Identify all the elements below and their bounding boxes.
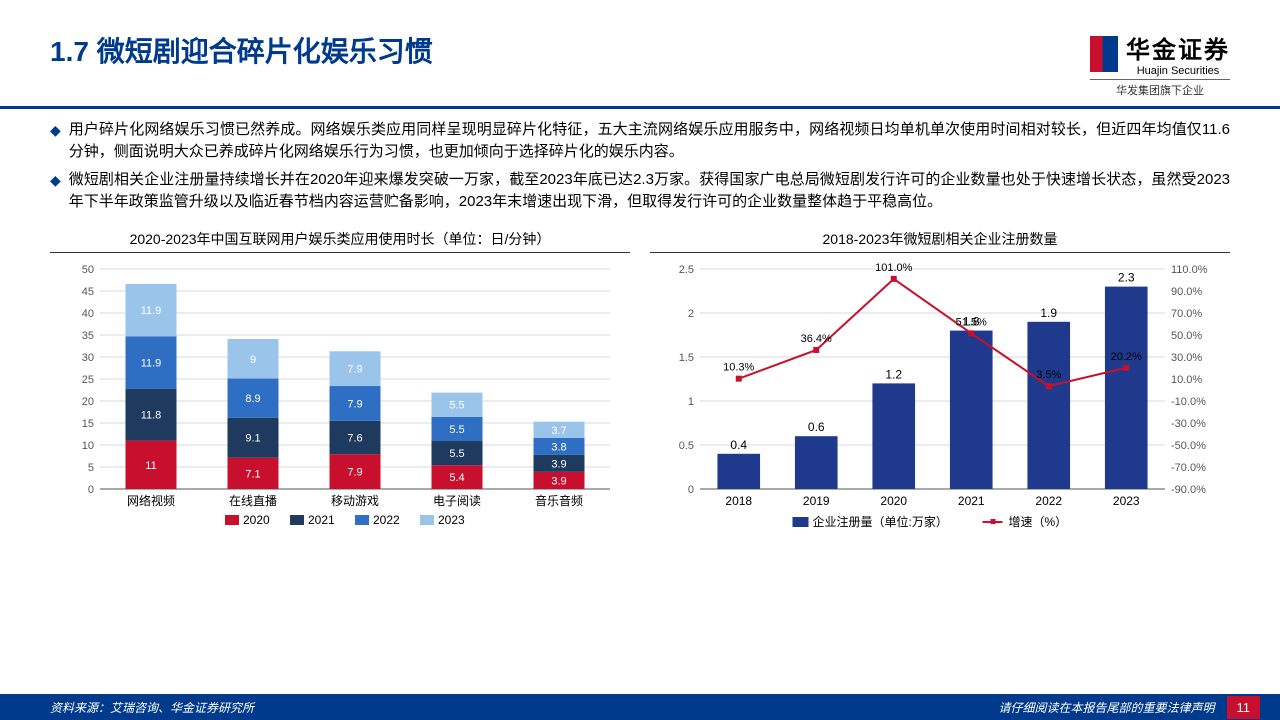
- svg-text:20.2%: 20.2%: [1111, 351, 1142, 363]
- svg-text:1.9: 1.9: [1040, 306, 1057, 320]
- svg-text:25: 25: [82, 374, 94, 386]
- svg-text:增速（%）: 增速（%）: [1009, 515, 1068, 529]
- svg-text:2020: 2020: [243, 513, 270, 527]
- svg-text:-70.0%: -70.0%: [1171, 462, 1206, 474]
- chart2-title: 2018-2023年微短剧相关企业注册数量: [650, 229, 1230, 253]
- chart1-stacked-bar: 0 5 10 15 20 25 30 35 40 45 50 11 11.8 11.9 11.9 网络视频 7.…: [60, 259, 620, 549]
- svg-text:2022: 2022: [1035, 494, 1062, 508]
- svg-text:电子阅读: 电子阅读: [433, 494, 481, 508]
- svg-text:36.4%: 36.4%: [801, 333, 832, 345]
- svg-text:1.2: 1.2: [885, 367, 902, 381]
- svg-text:35: 35: [82, 330, 94, 342]
- svg-text:0.6: 0.6: [808, 420, 825, 434]
- svg-text:5.4: 5.4: [449, 472, 464, 484]
- svg-text:5.5: 5.5: [449, 448, 464, 460]
- svg-text:2019: 2019: [803, 494, 830, 508]
- svg-text:7.6: 7.6: [347, 433, 362, 445]
- svg-text:1.5: 1.5: [679, 352, 694, 364]
- svg-text:7.1: 7.1: [245, 468, 260, 480]
- svg-text:70.0%: 70.0%: [1171, 308, 1202, 320]
- svg-text:2021: 2021: [958, 494, 985, 508]
- svg-text:2: 2: [688, 308, 694, 320]
- svg-text:10.0%: 10.0%: [1171, 374, 1202, 386]
- svg-text:2018: 2018: [725, 494, 752, 508]
- svg-text:90.0%: 90.0%: [1171, 286, 1202, 298]
- svg-text:30: 30: [82, 352, 94, 364]
- logo-sub: 华发集团旗下企业: [1090, 79, 1230, 98]
- svg-text:网络视频: 网络视频: [127, 493, 175, 508]
- logo-mark-icon: [1090, 36, 1118, 72]
- logo-cn: 华金证券: [1126, 30, 1230, 65]
- svg-text:5.5: 5.5: [449, 424, 464, 436]
- svg-text:5.5: 5.5: [449, 400, 464, 412]
- svg-text:50: 50: [82, 264, 94, 276]
- svg-text:2022: 2022: [373, 513, 400, 527]
- diamond-icon: ◆: [50, 119, 61, 163]
- svg-text:40: 40: [82, 308, 94, 320]
- page-title: 1.7 微短剧迎合碎片化娱乐习惯: [50, 30, 433, 70]
- bullet-list: ◆ 用户碎片化网络娱乐习惯已然养成。网络娱乐类应用同样呈现明显碎片化特征，五大主…: [0, 119, 1280, 229]
- svg-text:3.9: 3.9: [551, 458, 566, 470]
- svg-text:9.1: 9.1: [245, 433, 260, 445]
- svg-text:11.9: 11.9: [141, 358, 162, 370]
- footer-disclaimer: 请仔细阅读在本报告尾部的重要法律声明: [998, 699, 1214, 716]
- logo-en: Huajin Securities: [1126, 65, 1230, 77]
- svg-text:51.5%: 51.5%: [956, 316, 987, 328]
- svg-text:-90.0%: -90.0%: [1171, 484, 1206, 496]
- svg-text:0.4: 0.4: [730, 438, 747, 452]
- svg-text:8.9: 8.9: [245, 393, 260, 405]
- svg-text:2023: 2023: [438, 513, 465, 527]
- svg-text:9: 9: [250, 354, 256, 366]
- bullet-text: 微短剧相关企业注册量持续增长并在2020年迎来爆发突破一万家，截至2023年底已…: [69, 169, 1230, 213]
- svg-text:0.5: 0.5: [679, 440, 694, 452]
- svg-text:0: 0: [688, 484, 694, 496]
- svg-text:-50.0%: -50.0%: [1171, 440, 1206, 452]
- svg-text:10: 10: [82, 440, 94, 452]
- svg-text:101.0%: 101.0%: [875, 262, 913, 274]
- chart1-title: 2020-2023年中国互联网用户娱乐类应用使用时长（单位：日/分钟）: [50, 229, 630, 253]
- svg-text:-10.0%: -10.0%: [1171, 396, 1206, 408]
- svg-text:10.3%: 10.3%: [723, 362, 754, 374]
- svg-text:15: 15: [82, 418, 94, 430]
- svg-text:-30.0%: -30.0%: [1171, 418, 1206, 430]
- svg-text:在线直播: 在线直播: [229, 494, 277, 508]
- svg-text:3.9: 3.9: [551, 475, 566, 487]
- logo-block: 华金证券 Huajin Securities 华发集团旗下企业: [1090, 30, 1230, 98]
- svg-text:20: 20: [82, 396, 94, 408]
- svg-text:音乐音频: 音乐音频: [535, 493, 583, 508]
- svg-text:7.9: 7.9: [347, 398, 362, 410]
- svg-text:45: 45: [82, 286, 94, 298]
- svg-text:2020: 2020: [880, 494, 907, 508]
- svg-text:3.8: 3.8: [551, 441, 566, 453]
- svg-text:7.9: 7.9: [347, 467, 362, 479]
- svg-text:1: 1: [688, 396, 694, 408]
- svg-text:5: 5: [88, 462, 94, 474]
- bullet-text: 用户碎片化网络娱乐习惯已然养成。网络娱乐类应用同样呈现明显碎片化特征，五大主流网…: [69, 119, 1230, 163]
- header-divider: [0, 106, 1280, 109]
- svg-text:3.7: 3.7: [551, 425, 566, 437]
- svg-text:11: 11: [145, 460, 156, 472]
- svg-text:0: 0: [88, 484, 94, 496]
- footer-source: 资料来源：艾瑞咨询、华金证券研究所: [50, 699, 254, 716]
- svg-text:移动游戏: 移动游戏: [331, 494, 379, 508]
- footer-bar: 资料来源：艾瑞咨询、华金证券研究所 请仔细阅读在本报告尾部的重要法律声明 11: [0, 694, 1280, 720]
- page-number: 11: [1227, 696, 1261, 719]
- svg-text:2021: 2021: [308, 513, 335, 527]
- svg-text:2.3: 2.3: [1118, 271, 1135, 285]
- svg-text:2023: 2023: [1113, 494, 1140, 508]
- svg-text:3.5%: 3.5%: [1036, 369, 1061, 381]
- diamond-icon: ◆: [50, 169, 61, 213]
- svg-text:110.0%: 110.0%: [1171, 264, 1208, 276]
- svg-text:50.0%: 50.0%: [1171, 330, 1202, 342]
- svg-text:11.8: 11.8: [141, 410, 162, 422]
- svg-text:30.0%: 30.0%: [1171, 352, 1202, 364]
- svg-text:企业注册量（单位:万家）: 企业注册量（单位:万家）: [813, 514, 948, 529]
- chart2-bar-line: 0 0.5 1 1.5 2 2.5 -90.0% -70.0% -50.0% -30.0% -10.…: [660, 259, 1220, 549]
- svg-text:11.9: 11.9: [141, 305, 162, 317]
- svg-text:7.9: 7.9: [347, 364, 362, 376]
- svg-text:2.5: 2.5: [679, 264, 694, 276]
